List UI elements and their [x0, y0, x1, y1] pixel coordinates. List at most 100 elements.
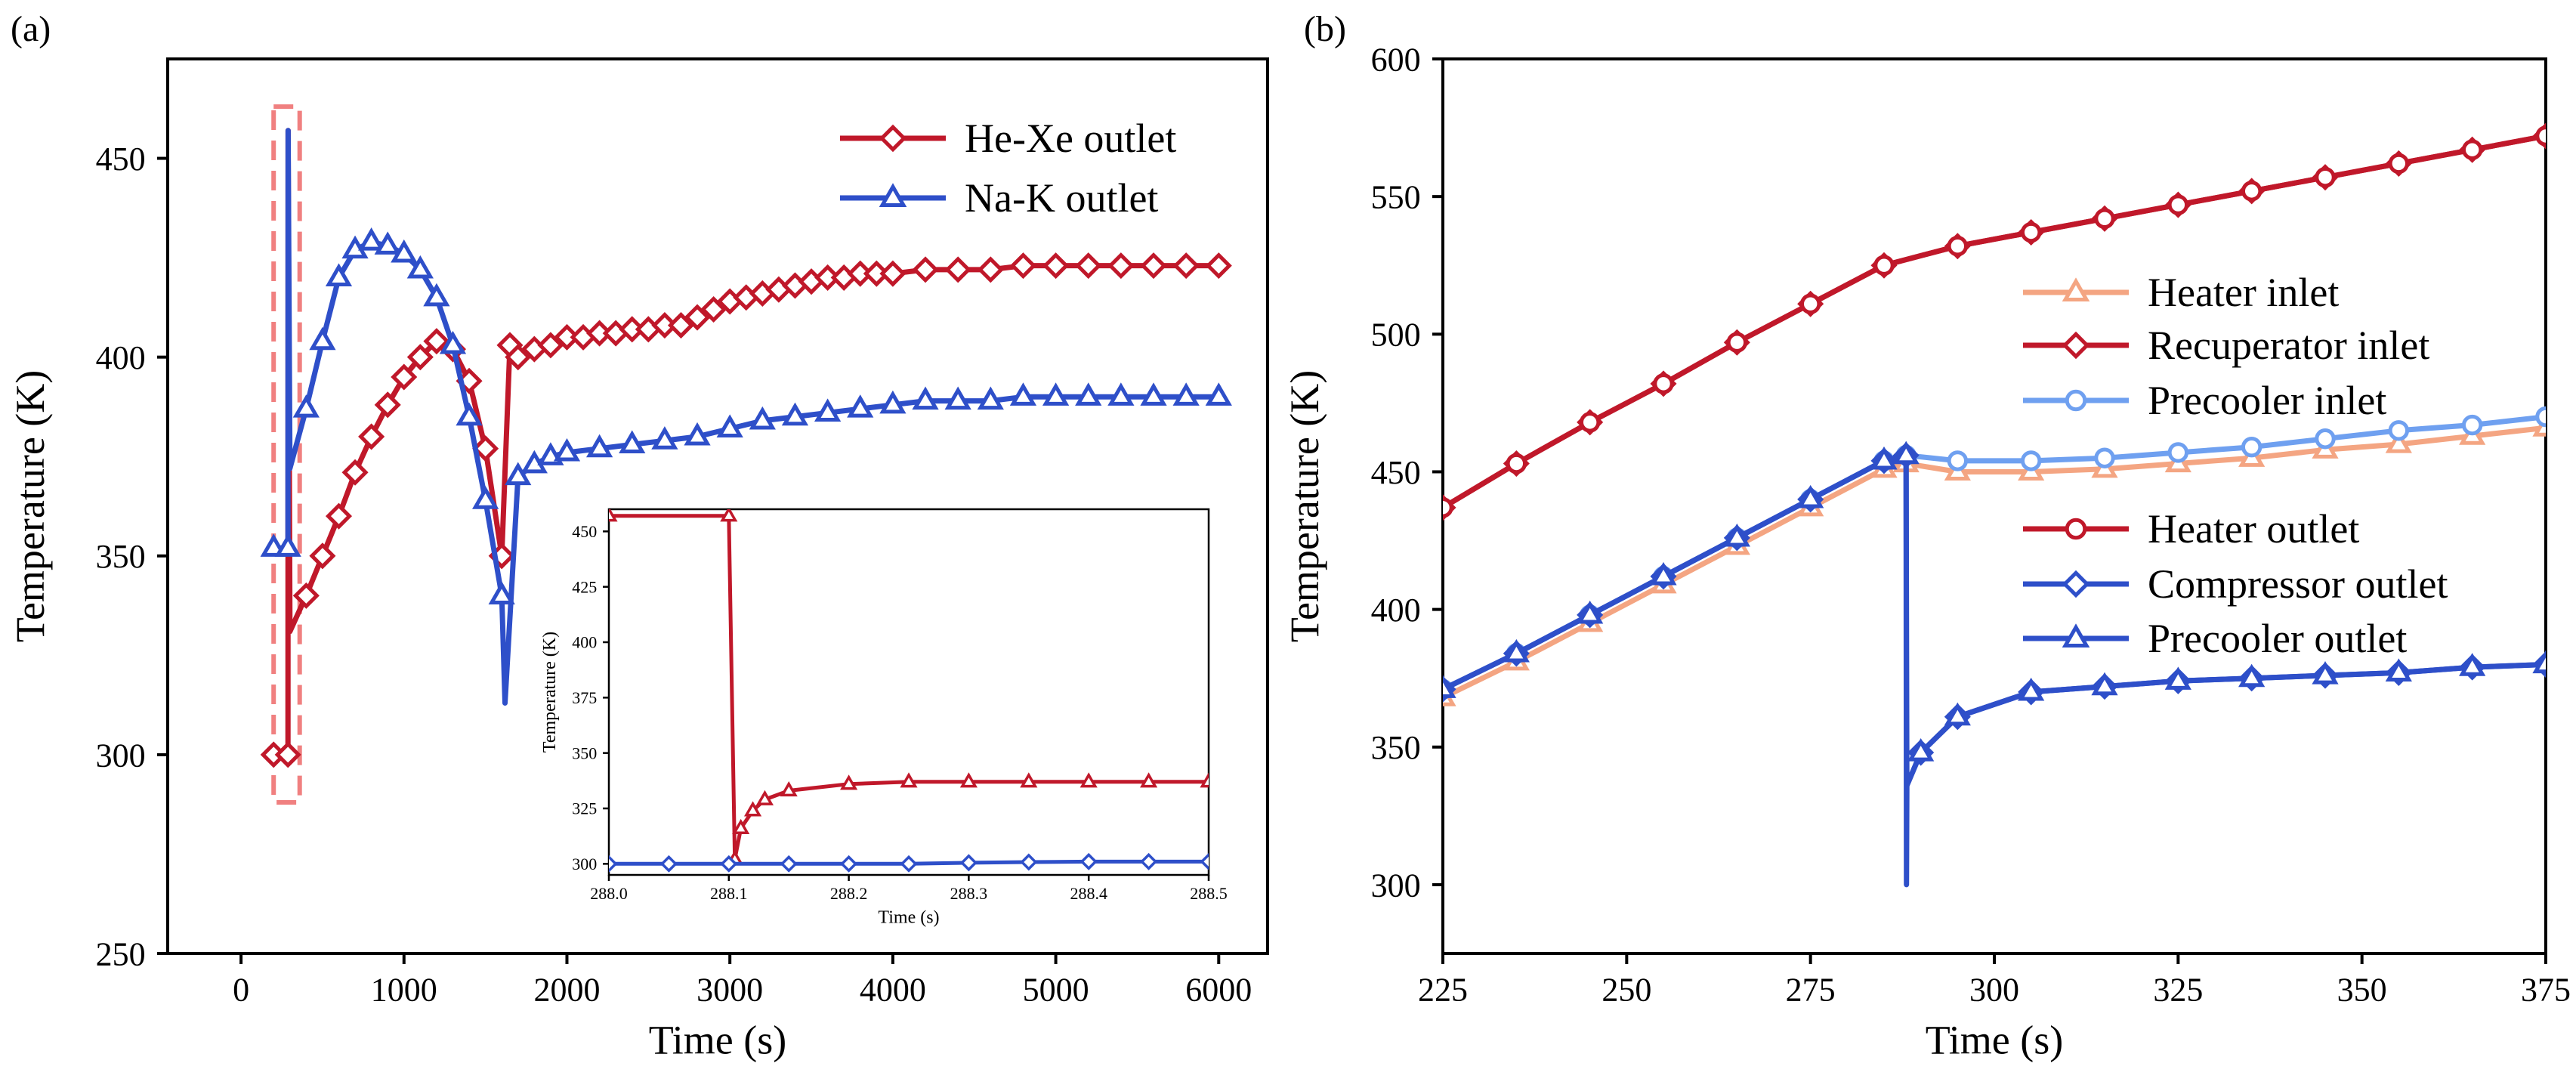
data-point	[743, 801, 762, 817]
data-point	[732, 818, 750, 834]
x-tick-label: 288.0	[590, 884, 628, 903]
x-tick-label: 325	[2153, 971, 2203, 1008]
data-point	[1797, 484, 1824, 508]
y-tick-label: 450	[96, 141, 146, 178]
data-point	[944, 386, 971, 410]
data-point	[1009, 252, 1036, 280]
x-tick-label: 288.3	[950, 884, 988, 903]
data-point	[1503, 638, 1530, 663]
y-tick-label: 350	[96, 538, 146, 575]
data-point	[406, 255, 434, 279]
series-line-3	[1443, 133, 2546, 510]
data-point	[1579, 412, 1601, 433]
data-point	[391, 363, 418, 391]
data-point	[325, 263, 353, 287]
x-tick-label: 288.2	[830, 884, 868, 903]
highlight-box	[271, 104, 302, 805]
data-point	[944, 256, 971, 283]
data-point	[609, 855, 618, 873]
data-point	[912, 256, 939, 283]
x-tick-label: 275	[1786, 971, 1836, 1008]
x-tick-label: 225	[1418, 971, 1468, 1008]
legend-label: Compressor outlet	[2148, 561, 2448, 607]
data-point	[1723, 523, 1750, 547]
legend-entry: Heater inlet	[2023, 270, 2339, 315]
data-point	[1892, 440, 1920, 465]
data-point	[537, 332, 564, 359]
legend-entry: Precooler inlet	[2023, 378, 2386, 423]
x-tick-label: 375	[2521, 971, 2571, 1008]
data-point	[2315, 166, 2336, 188]
data-point	[977, 256, 1004, 283]
x-tick-label: 288.4	[1070, 884, 1107, 903]
x-tick-label: 350	[2337, 971, 2387, 1008]
data-point	[309, 542, 336, 570]
data-point	[1020, 853, 1038, 871]
data-point	[1140, 382, 1167, 406]
data-point	[2241, 436, 2262, 458]
data-point	[2385, 658, 2412, 682]
data-point	[780, 855, 798, 873]
data-point	[1947, 450, 1969, 471]
data-point	[1042, 382, 1070, 406]
x-axis-title: Time (s)	[878, 907, 939, 927]
data-point	[2535, 406, 2546, 428]
data-point	[325, 502, 353, 530]
data-point	[659, 855, 678, 873]
series-line-5	[1443, 453, 2546, 888]
y-tick-label: 450	[572, 522, 597, 541]
legend-entry: He-Xe outlet	[840, 116, 1176, 161]
data-point	[553, 437, 581, 462]
data-point	[358, 423, 385, 450]
y-tick-label: 325	[572, 799, 597, 818]
data-point	[684, 422, 711, 446]
legend-entry: Recuperator inlet	[2023, 323, 2429, 368]
x-axis-title: Time (s)	[649, 1018, 787, 1063]
x-tick-label: 3000	[697, 971, 763, 1008]
data-point	[2167, 442, 2189, 463]
data-point	[2020, 450, 2042, 471]
data-point	[585, 434, 613, 458]
x-tick-label: 5000	[1023, 971, 1089, 1008]
data-point	[1870, 446, 1898, 470]
data-point	[488, 581, 515, 604]
data-point	[456, 402, 483, 426]
y-tick-label: 500	[1371, 317, 1421, 354]
y-tick-label: 350	[572, 743, 597, 762]
data-point	[780, 781, 798, 797]
data-point	[1443, 675, 1456, 698]
y-axis-title: Temperature (K)	[8, 370, 53, 643]
data-point	[1947, 236, 1969, 257]
plot-frame	[1441, 57, 2547, 955]
data-point	[2461, 139, 2483, 160]
y-tick-label: 300	[572, 855, 597, 873]
data-point	[720, 855, 738, 873]
x-tick-label: 250	[1602, 971, 1651, 1008]
data-point	[900, 855, 918, 873]
data-point	[1650, 561, 1677, 586]
data-point	[720, 509, 738, 522]
panel-label: (b)	[1304, 9, 1346, 49]
data-point	[1726, 332, 1748, 353]
legend-marker	[2062, 570, 2090, 598]
data-point	[1107, 382, 1135, 406]
data-point	[1042, 252, 1070, 280]
series-group	[609, 509, 1209, 873]
legend-label: He-Xe outlet	[965, 116, 1176, 161]
data-point	[1944, 702, 1971, 726]
plot-frame	[607, 508, 1210, 876]
y-tick-label: 450	[1371, 454, 1421, 491]
data-point	[609, 509, 618, 522]
x-tick-label: 0	[233, 971, 249, 1008]
data-point	[651, 426, 678, 450]
data-point	[374, 231, 401, 255]
data-point	[274, 533, 301, 557]
legend-marker	[2062, 623, 2090, 648]
data-point	[1205, 252, 1232, 280]
data-point	[1009, 382, 1037, 406]
data-point	[2535, 125, 2546, 147]
data-point	[374, 391, 401, 419]
data-point	[1172, 252, 1200, 280]
x-tick-label: 6000	[1185, 971, 1252, 1008]
y-axis-title: Temperature (K)	[540, 632, 560, 753]
